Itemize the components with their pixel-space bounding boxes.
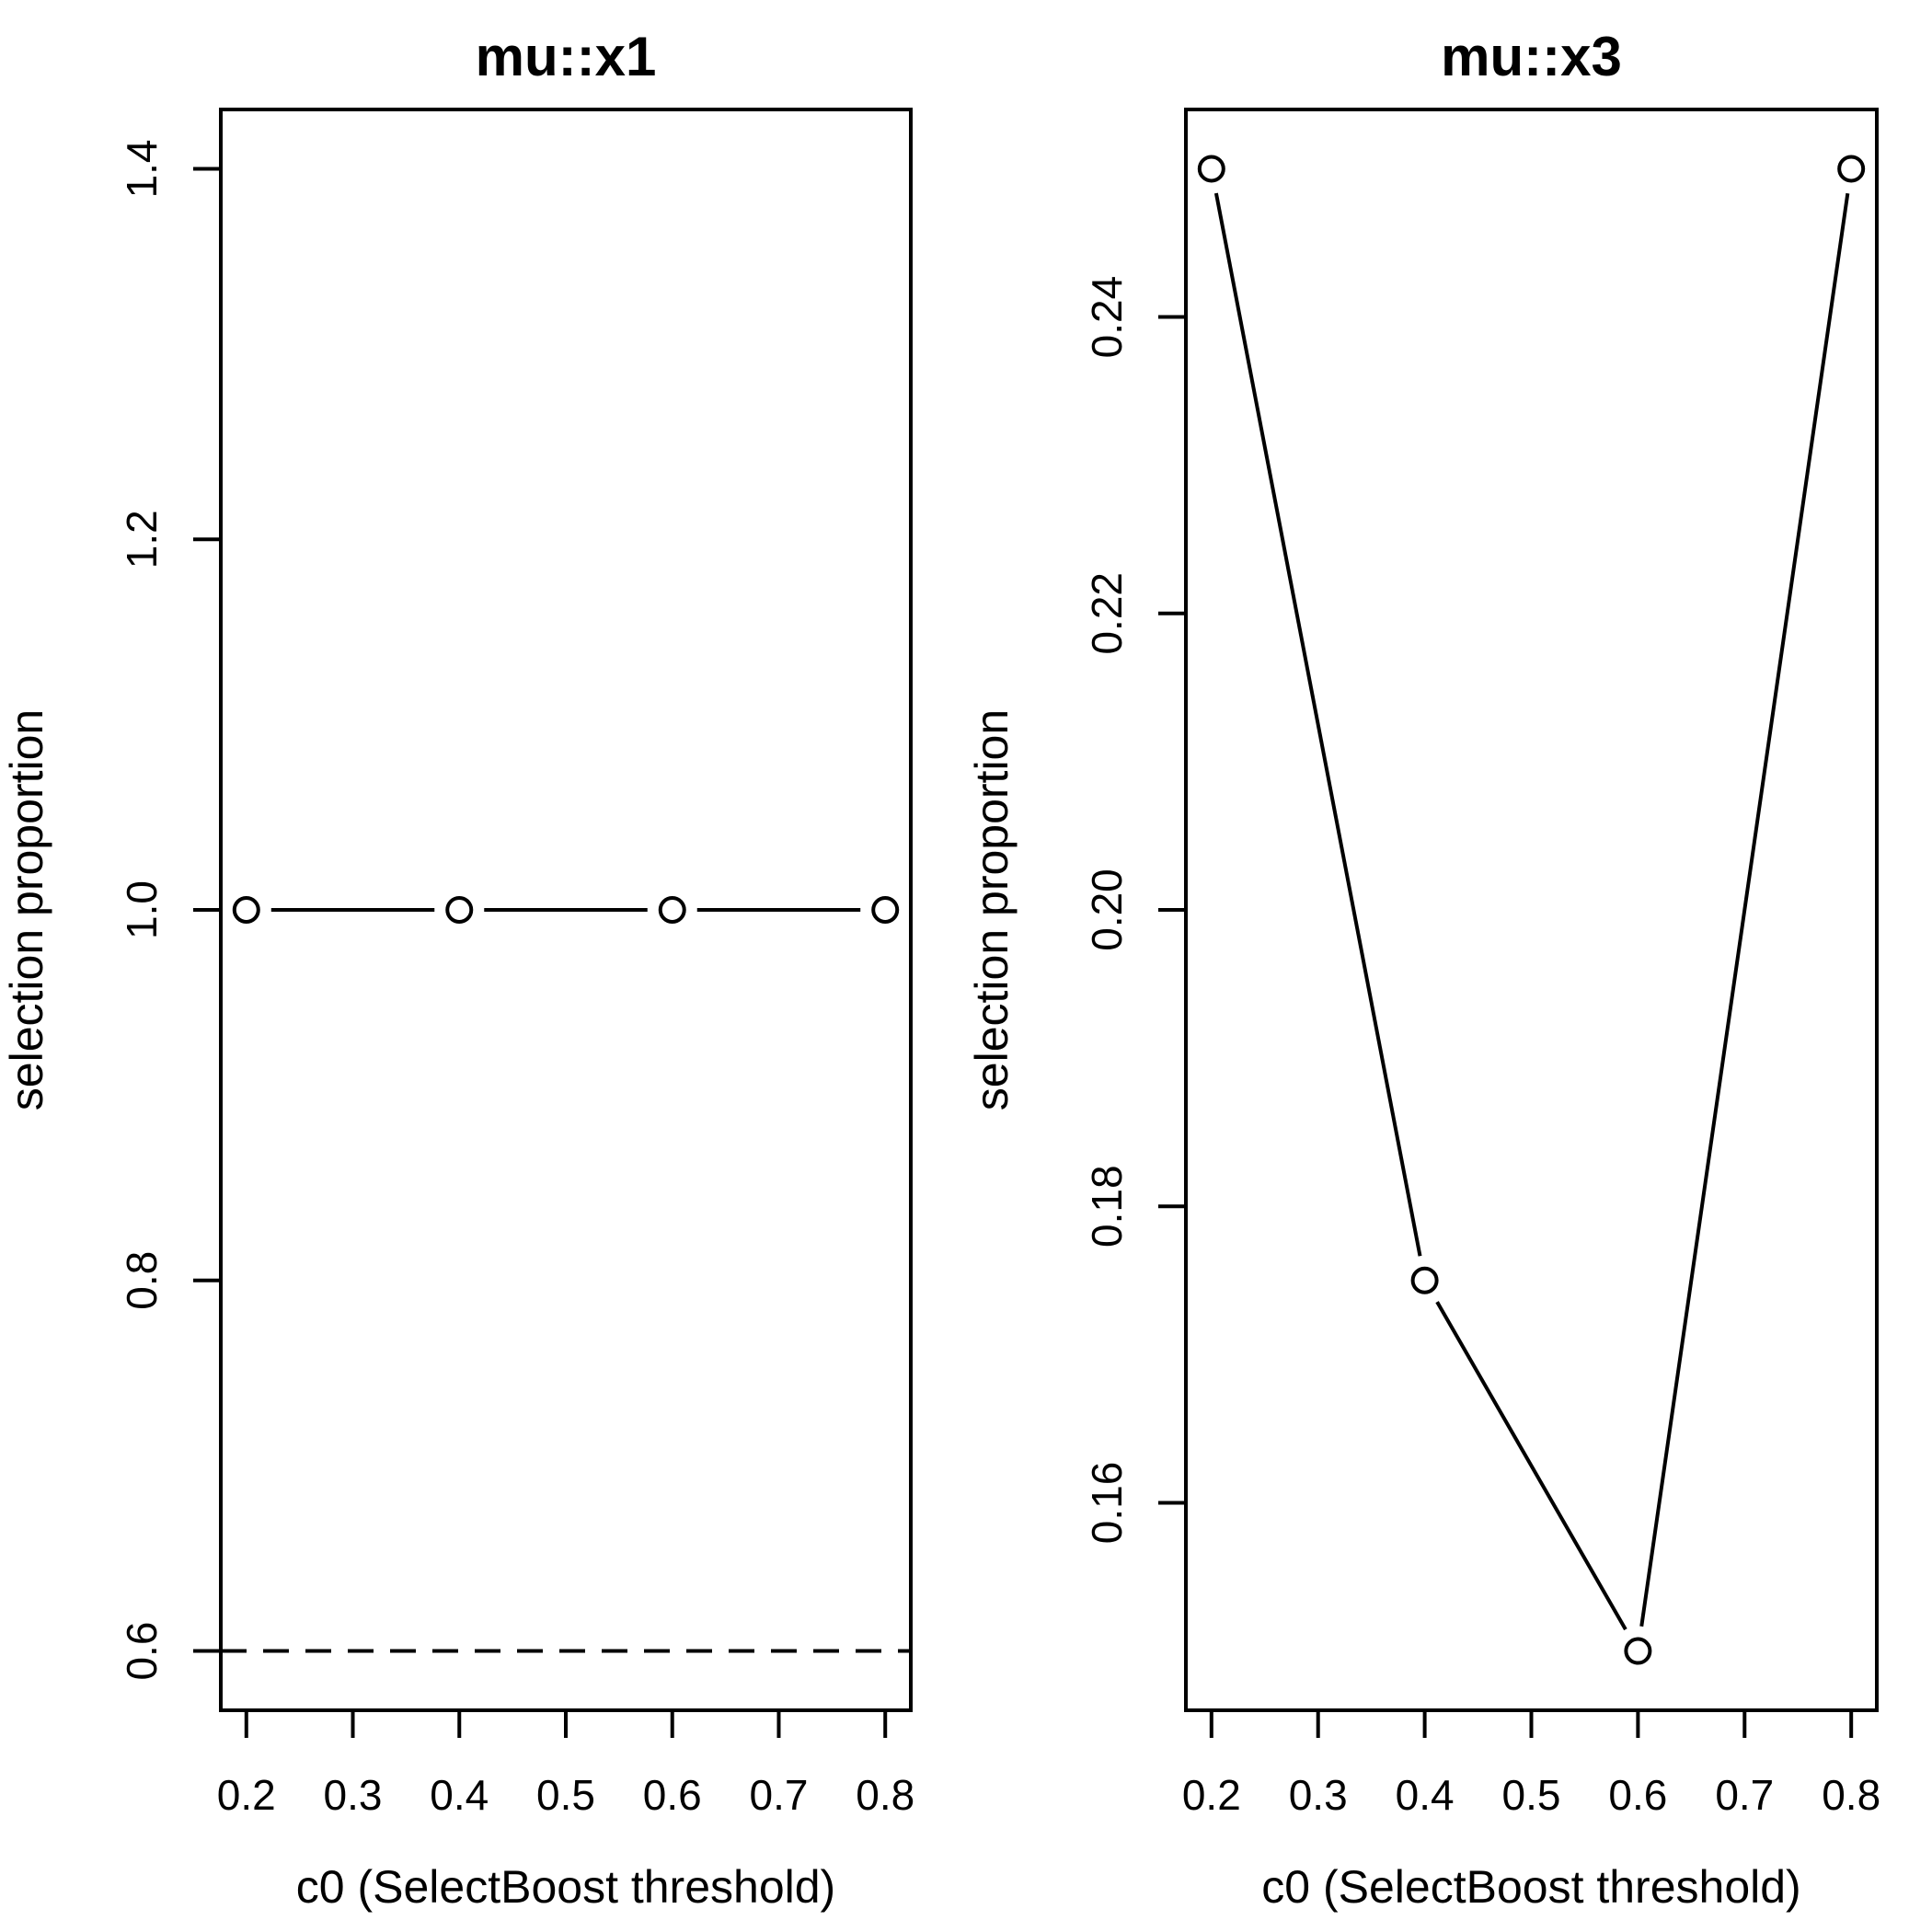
y-tick-label: 0.16 xyxy=(1083,1462,1131,1545)
x-tick-label: 0.5 xyxy=(1502,1771,1561,1819)
x-tick-label: 0.5 xyxy=(536,1771,595,1819)
panel-mu-x3: 0.2 0.3 0.4 0.5 0.6 0.7 0.8 0.16 0.18 0.20 0.22 0.2… xyxy=(966,26,1880,1913)
y-axis-label: selection proportion xyxy=(966,709,1018,1110)
y-tick-label: 0.20 xyxy=(1083,868,1131,951)
x-axis-label: c0 (SelectBoost threshold) xyxy=(1261,1861,1800,1913)
y-tick-label: 0.24 xyxy=(1083,276,1131,359)
y-tick-label: 0.8 xyxy=(118,1251,166,1310)
y-tick-label: 0.22 xyxy=(1083,572,1131,655)
y-tick-label: 0.18 xyxy=(1083,1165,1131,1248)
data-point-marker xyxy=(1410,1266,1439,1294)
data-point-marker xyxy=(1624,1637,1652,1665)
y-axis-label: selection proportion xyxy=(1,709,52,1110)
series-line-segment xyxy=(1435,1301,1627,1631)
panel-title: mu::x1 xyxy=(476,26,657,87)
x-tick-label: 0.8 xyxy=(1822,1771,1880,1819)
x-tick-label: 0.4 xyxy=(1396,1771,1455,1819)
x-axis-label: c0 (SelectBoost threshold) xyxy=(296,1861,835,1913)
x-tick-label: 0.7 xyxy=(1715,1771,1774,1819)
x-tick-label: 0.6 xyxy=(643,1771,702,1819)
y-tick-label: 1.2 xyxy=(118,510,166,569)
data-point-marker xyxy=(1837,155,1866,183)
x-tick-label: 0.6 xyxy=(1608,1771,1667,1819)
plot-box xyxy=(1184,108,1879,1712)
data-point-marker xyxy=(445,896,474,924)
y-tick-label: 1.0 xyxy=(118,880,166,939)
x-tick-label: 0.3 xyxy=(324,1771,383,1819)
x-tick-label: 0.7 xyxy=(750,1771,809,1819)
series-line-segment xyxy=(1639,192,1850,1627)
x-tick-label: 0.2 xyxy=(217,1771,276,1819)
x-tick-label: 0.8 xyxy=(856,1771,914,1819)
data-point-marker xyxy=(1197,155,1225,183)
panel-title: mu::x3 xyxy=(1441,26,1622,87)
series-line-segment xyxy=(1213,192,1422,1257)
data-point-marker xyxy=(871,896,900,924)
x-tick-label: 0.2 xyxy=(1182,1771,1241,1819)
data-point-marker xyxy=(232,896,260,924)
x-tick-label: 0.3 xyxy=(1289,1771,1348,1819)
data-point-marker xyxy=(658,896,686,924)
x-tick-label: 0.4 xyxy=(430,1771,489,1819)
y-tick-label: 0.6 xyxy=(118,1622,166,1681)
panel-mu-x1: 0.2 0.3 0.4 0.5 0.6 0.7 0.80.60.81.01.21.4mu::… xyxy=(1,26,914,1913)
y-tick-label: 1.4 xyxy=(118,139,166,198)
